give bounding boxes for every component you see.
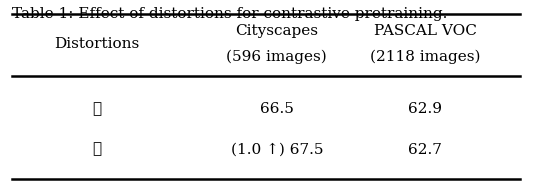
Text: Table 1: Effect of distortions for contrastive pretraining.: Table 1: Effect of distortions for contr… [12, 7, 447, 21]
Text: 62.7: 62.7 [408, 143, 442, 157]
Text: (2118 images): (2118 images) [370, 50, 480, 64]
Text: (1.0 ↑) 67.5: (1.0 ↑) 67.5 [230, 143, 323, 157]
Text: Distortions: Distortions [54, 37, 139, 51]
Text: ✗: ✗ [92, 102, 101, 116]
Text: (596 images): (596 images) [227, 50, 327, 64]
Text: PASCAL VOC: PASCAL VOC [373, 24, 476, 38]
Text: ✓: ✓ [92, 143, 101, 157]
Text: 66.5: 66.5 [260, 102, 294, 116]
Text: 62.9: 62.9 [408, 102, 442, 116]
Text: Cityscapes: Cityscapes [235, 24, 318, 38]
